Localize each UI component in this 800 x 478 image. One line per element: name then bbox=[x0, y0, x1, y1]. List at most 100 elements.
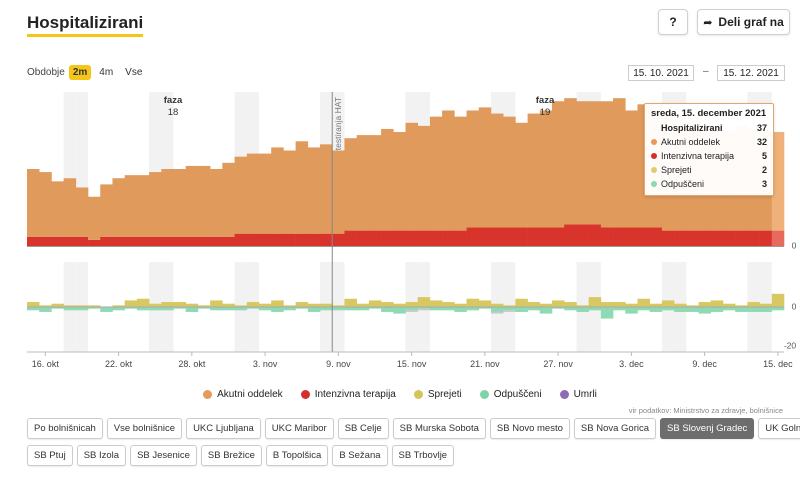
hospital-button-sb-slovenj-gradec[interactable]: SB Slovenj Gradec bbox=[660, 418, 755, 439]
bar-acute bbox=[75, 187, 89, 237]
bar-acute bbox=[271, 147, 284, 234]
x-tick-label: 9. dec bbox=[692, 359, 717, 369]
date-to-input[interactable]: 15. 12. 2021 bbox=[717, 65, 785, 81]
hospital-button-sb-ptuj[interactable]: SB Ptuj bbox=[27, 445, 73, 466]
period-all-button[interactable]: Vse bbox=[125, 67, 143, 78]
hospital-button-b-sezana[interactable]: B Sežana bbox=[332, 445, 388, 466]
share-button[interactable]: ➦ Deli graf na bbox=[697, 9, 790, 35]
bar-acute bbox=[161, 169, 174, 237]
bar-icu bbox=[405, 230, 419, 246]
bar-admitted bbox=[39, 305, 52, 307]
bar-icu bbox=[747, 230, 760, 246]
bar-admitted bbox=[698, 302, 712, 307]
bar-acute bbox=[503, 116, 516, 228]
tooltip-dot-icon bbox=[651, 153, 657, 159]
legend-item-discharged[interactable]: Odpuščeni bbox=[479, 389, 542, 400]
bar-acute bbox=[490, 113, 504, 228]
bar-admitted bbox=[271, 300, 284, 307]
hospital-button-ukc-maribor[interactable]: UKC Maribor bbox=[264, 418, 334, 439]
bar-icu bbox=[735, 230, 748, 246]
bar-admitted bbox=[246, 302, 260, 307]
bar-discharged bbox=[710, 307, 724, 312]
bar-admitted bbox=[161, 302, 174, 307]
hospital-button-sb-izola[interactable]: SB Izola bbox=[76, 445, 127, 466]
bar-acute bbox=[234, 156, 248, 234]
bar-discharged bbox=[466, 307, 480, 311]
legend-dot-icon bbox=[413, 390, 423, 399]
hospital-button-sb-nova-gorica[interactable]: SB Nova Gorica bbox=[573, 418, 657, 439]
bar-acute bbox=[246, 153, 260, 234]
legend-dot-icon bbox=[203, 390, 213, 399]
bar-acute bbox=[515, 122, 528, 228]
bar-discharged bbox=[332, 307, 345, 311]
bar-acute bbox=[454, 116, 467, 231]
legend-item-icu[interactable]: Intenzivna terapija bbox=[300, 389, 396, 400]
help-button[interactable]: ? bbox=[658, 9, 688, 35]
bar-admitted bbox=[747, 302, 760, 307]
bar-icu bbox=[661, 230, 675, 246]
bar-acute bbox=[405, 122, 419, 231]
bar-icu bbox=[307, 233, 321, 246]
bar-admitted bbox=[124, 300, 138, 307]
bar-acute bbox=[258, 153, 272, 234]
bar-discharged bbox=[307, 307, 321, 312]
tooltip-row: Sprejeti 2 bbox=[651, 163, 767, 177]
hospital-button-sb-celje[interactable]: SB Celje bbox=[337, 418, 389, 439]
bar-discharged bbox=[100, 307, 113, 312]
hospital-button-sb-brezice[interactable]: SB Brežice bbox=[200, 445, 262, 466]
x-tick-label: 21. nov bbox=[470, 359, 500, 369]
bar-admitted bbox=[674, 303, 687, 307]
bar-admitted bbox=[417, 297, 431, 307]
bar-discharged bbox=[735, 307, 748, 312]
date-from-input[interactable]: 15. 10. 2021 bbox=[628, 65, 694, 81]
tooltip-value: 3 bbox=[761, 179, 767, 189]
bar-icu bbox=[613, 227, 626, 246]
bar-admitted bbox=[320, 303, 333, 307]
bar-icu bbox=[332, 233, 345, 246]
legend-item-admitted[interactable]: Sprejeti bbox=[413, 389, 462, 400]
y-tick-label: 0 bbox=[792, 240, 797, 250]
bar-discharged bbox=[722, 307, 736, 311]
bar-admitted bbox=[88, 305, 101, 307]
bar-discharged bbox=[368, 307, 382, 309]
hospital-button-ukc-ljubljana[interactable]: UKC Ljubljana bbox=[186, 418, 261, 439]
bar-admitted bbox=[710, 300, 724, 307]
bar-admitted bbox=[613, 302, 626, 307]
bar-admitted bbox=[503, 305, 516, 307]
tooltip-total-value: 37 bbox=[756, 123, 767, 133]
hospital-button-po-bolnisnicah[interactable]: Po bolnišnicah bbox=[27, 418, 103, 439]
bar-discharged bbox=[295, 307, 309, 309]
hospital-button-uk-golnik[interactable]: UK Golnik bbox=[758, 418, 800, 439]
hospital-button-b-topolsica[interactable]: B Topolšica bbox=[265, 445, 329, 466]
bar-admitted bbox=[234, 305, 248, 307]
bar-icu bbox=[368, 230, 382, 246]
legend-item-deceased[interactable]: Umrli bbox=[559, 389, 597, 400]
bar-icu bbox=[88, 239, 101, 246]
hospital-button-vse-bolnisnice[interactable]: Vse bolnišnice bbox=[106, 418, 183, 439]
hospital-button-sb-trbovlje[interactable]: SB Trbovlje bbox=[391, 445, 455, 466]
legend-item-acute[interactable]: Akutni oddelek bbox=[203, 389, 283, 400]
bar-admitted bbox=[393, 303, 406, 307]
bar-admitted bbox=[185, 303, 199, 307]
bar-discharged bbox=[27, 307, 40, 311]
bar-admitted bbox=[75, 305, 89, 307]
bar-icu bbox=[149, 236, 162, 246]
bar-discharged bbox=[39, 307, 52, 312]
bar-admitted bbox=[63, 305, 77, 307]
period-2m-button[interactable]: 2m bbox=[68, 65, 92, 80]
bar-admitted bbox=[149, 303, 162, 307]
bar-acute bbox=[478, 107, 492, 228]
bar-icu bbox=[552, 227, 565, 246]
hospital-button-sb-jesenice[interactable]: SB Jesenice bbox=[130, 445, 197, 466]
phase-number: 18 bbox=[168, 107, 179, 118]
bar-discharged bbox=[454, 307, 467, 312]
bar-discharged bbox=[515, 307, 528, 312]
bar-admitted bbox=[625, 303, 638, 307]
hospital-button-sb-murska-sobota[interactable]: SB Murska Sobota bbox=[392, 418, 486, 439]
period-4m-button[interactable]: 4m bbox=[99, 67, 114, 78]
bar-admitted bbox=[368, 300, 382, 307]
bar-discharged bbox=[185, 307, 199, 312]
x-tick-label: 9. nov bbox=[326, 359, 351, 369]
bar-acute bbox=[149, 172, 162, 237]
hospital-button-sb-novo-mesto[interactable]: SB Novo mesto bbox=[489, 418, 570, 439]
